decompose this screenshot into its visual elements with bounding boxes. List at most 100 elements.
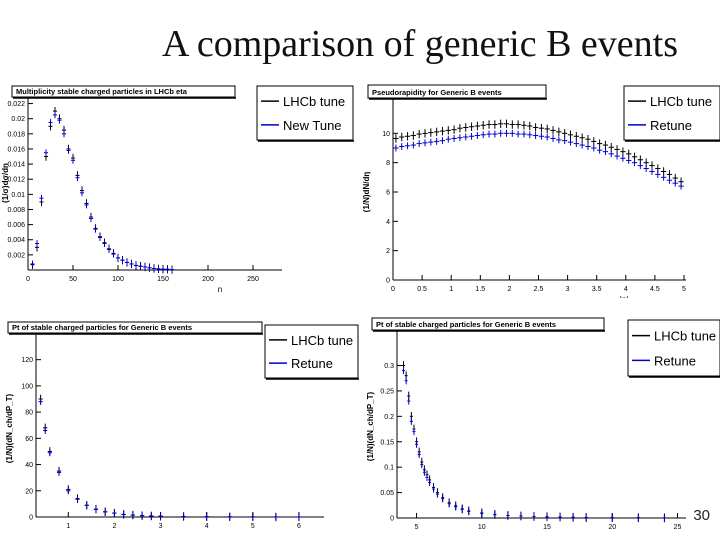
x-tick-label: 4.5	[650, 286, 660, 293]
x-tick-label: 3.5	[592, 286, 602, 293]
chart-title-box: Pt of stable charged particles for Gener…	[371, 317, 605, 332]
y-tick-label: 80	[25, 410, 33, 417]
y-tick-label: 40	[25, 462, 33, 469]
slide-title: A comparison of generic B events	[161, 23, 679, 65]
legend: LHCb tune Retune	[627, 319, 720, 378]
legend-frame	[623, 85, 720, 141]
chart-title: Pseudorapidity for Generic B events	[372, 88, 502, 97]
x-tick-label: 10	[478, 524, 486, 530]
page-number: 30	[693, 507, 710, 524]
chart-title: Pt of stable charged particles for Gener…	[12, 323, 192, 332]
series-lhcb	[402, 361, 666, 523]
x-tick-label: 150	[157, 276, 169, 283]
y-tick-label: 0.2	[384, 414, 394, 421]
y-tick-label: 0.012	[7, 177, 25, 184]
y-tick-label: 0.008	[7, 207, 25, 214]
legend: LHCb tune Retune	[623, 85, 720, 142]
x-tick-label: 2	[507, 286, 511, 293]
y-tick-label: 0.02	[11, 116, 25, 123]
x-tick-label: 3	[566, 286, 570, 293]
y-tick-label: 60	[25, 436, 33, 443]
legend-label: LHCb tune	[654, 329, 716, 344]
y-tick-label: 0	[386, 278, 390, 285]
x-tick-label: 100	[112, 276, 124, 283]
title-frame	[367, 84, 547, 99]
y-tick-label: 0	[390, 516, 394, 523]
series-lhcb	[30, 106, 175, 274]
legend-frame	[264, 324, 359, 379]
y-tick-label: 8	[386, 160, 390, 167]
series-retune	[38, 398, 302, 521]
chart-panel-pt-low: 123456020406080100120P_T/GeV(1/N)(dN_ch/…	[0, 318, 360, 528]
legend: LHCb tune Retune	[264, 324, 359, 380]
y-tick-label: 0.15	[380, 439, 394, 446]
y-tick-label: 6	[386, 190, 390, 197]
x-tick-label: 15	[543, 524, 551, 530]
x-tick-label: 0	[26, 276, 30, 283]
x-tick-label: 2	[112, 523, 116, 528]
x-tick-label: 250	[247, 276, 259, 283]
x-tick-label: 4	[205, 523, 209, 528]
y-tick-label: 0.006	[7, 222, 25, 229]
chart-title: Multiplicity stable charged particles in…	[16, 87, 188, 96]
y-tick-label: 0.022	[7, 101, 25, 108]
y-tick-label: 0.01	[11, 192, 25, 199]
y-tick-label: 0.1	[384, 465, 394, 472]
series-retune	[30, 111, 175, 274]
legend-frame	[627, 319, 720, 377]
x-tick-label: 200	[202, 276, 214, 283]
y-axis-label: (1/σ)dσ/dn	[1, 163, 10, 203]
x-tick-label: 1.5	[475, 286, 485, 293]
chart-title-box: Pt of stable charged particles for Gener…	[7, 321, 263, 335]
x-tick-label: 2.5	[534, 286, 544, 293]
y-tick-label: 0.016	[7, 146, 25, 153]
y-tick-label: 0.002	[7, 252, 25, 259]
chart-multiplicity: 0 50 100 150 200 250 0.002 0.004 0.006 0.008 0.01 0…	[1, 85, 354, 294]
axes: 0 0.5 1 1.5 2 2.5 3 3.5 4 4.5 5 0 2 4 6 8 10 |η| (1/N)dN/d…	[362, 96, 686, 298]
y-tick-label: 10	[382, 131, 390, 138]
x-tick-label: 50	[69, 276, 77, 283]
chart-title: Pt of stable charged particles for Gener…	[376, 320, 556, 329]
y-axis-label: (1/N)dN/dη	[362, 172, 371, 213]
legend-label: LHCb tune	[283, 94, 345, 109]
chart-panel-pt-high: 51015202500.050.10.150.20.250.3P_T/GeV(1…	[360, 308, 720, 530]
legend-label: Retune	[291, 356, 333, 371]
title-frame	[7, 321, 263, 334]
y-tick-label: 0.05	[380, 490, 394, 497]
chart-panel-multiplicity: 0 50 100 150 200 250 0.002 0.004 0.006 0.008 0.01 0…	[0, 78, 360, 298]
title-frame	[11, 85, 236, 98]
legend-label: Retune	[650, 118, 692, 133]
series-retune	[393, 129, 684, 190]
series-lhcb	[393, 119, 684, 186]
y-tick-label: 0.3	[384, 363, 394, 370]
x-tick-label: 6	[297, 523, 301, 528]
y-tick-label: 20	[25, 488, 33, 495]
x-tick-label: 1	[449, 286, 453, 293]
legend: LHCb tune New Tune	[256, 85, 354, 142]
legend-label: New Tune	[283, 118, 342, 133]
chart-pt-low: 123456020406080100120P_T/GeV(1/N)(dN_ch/…	[5, 321, 359, 528]
legend-frame	[256, 85, 354, 141]
x-tick-label: 20	[608, 524, 616, 530]
legend-label: LHCb tune	[291, 333, 353, 348]
chart-title-box: Multiplicity stable charged particles in…	[11, 85, 236, 99]
x-tick-label: 5	[682, 286, 686, 293]
chart-pseudorapidity: 0 0.5 1 1.5 2 2.5 3 3.5 4 4.5 5 0 2 4 6 8 10 |η| (1/N)dN/d…	[362, 84, 720, 298]
series-retune	[402, 367, 666, 522]
chart-panel-pseudorapidity: 0 0.5 1 1.5 2 2.5 3 3.5 4 4.5 5 0 2 4 6 8 10 |η| (1/N)dN/d…	[360, 78, 720, 298]
x-tick-label: 0.5	[417, 286, 427, 293]
x-tick-label: 0	[391, 286, 395, 293]
y-tick-label: 0.004	[7, 237, 25, 244]
x-tick-label: 5	[415, 524, 419, 530]
x-tick-label: 4	[624, 286, 628, 293]
y-tick-label: 4	[386, 219, 390, 226]
axes: 0 50 100 150 200 250 0.002 0.004 0.006 0.008 0.01 0…	[1, 88, 282, 294]
x-tick-label: 3	[159, 523, 163, 528]
legend-label: Retune	[654, 353, 696, 368]
y-tick-label: 100	[21, 383, 33, 390]
x-tick-label: 5	[251, 523, 255, 528]
chart-pt-high: 51015202500.050.10.150.20.250.3P_T/GeV(1…	[366, 317, 720, 530]
x-axis-label: n	[218, 285, 222, 294]
chart-title-box: Pseudorapidity for Generic B events	[367, 84, 547, 100]
x-tick-label: 25	[674, 524, 682, 530]
